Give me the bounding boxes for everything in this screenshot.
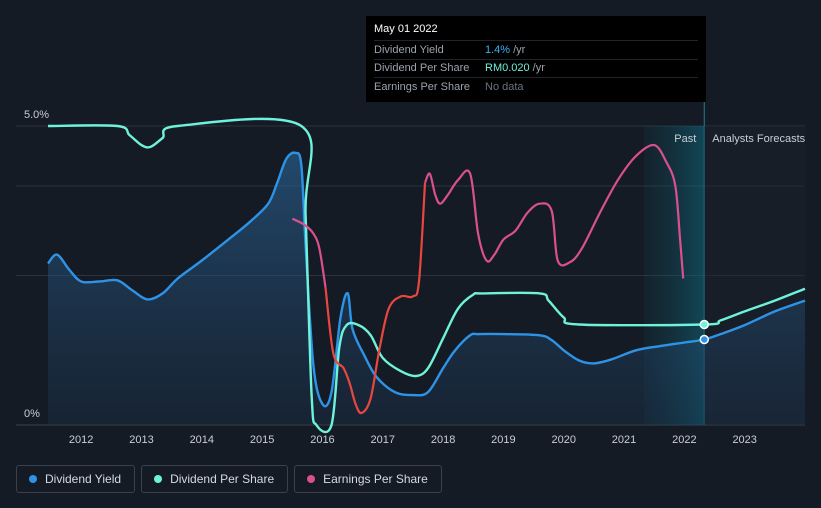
y-tick-label: 0% — [24, 408, 40, 420]
x-tick-label: 2021 — [612, 434, 636, 446]
tooltip-row-earnings-per-share: Earnings Per Share No data — [374, 77, 698, 96]
legend-label: Earnings Per Share — [323, 472, 428, 486]
x-tick-label: 2017 — [371, 434, 395, 446]
x-tick-label: 2022 — [672, 434, 696, 446]
tooltip-unit: /yr — [513, 43, 526, 56]
x-tick-label: 2023 — [732, 434, 756, 446]
series-line-dividend-per-share — [47, 117, 806, 434]
legend-dot-icon — [29, 475, 37, 483]
legend-dot-icon — [307, 475, 316, 483]
tooltip-value: 1.4% — [485, 43, 511, 56]
tooltip-label: Dividend Per Share — [374, 62, 470, 75]
x-tick-label: 2014 — [190, 434, 214, 446]
legend-dividend-yield[interactable]: Dividend Yield — [16, 465, 136, 493]
legend-label: Dividend Yield — [45, 472, 122, 486]
legend-earnings-per-share[interactable]: Earnings Per Share — [294, 465, 442, 493]
legend-dividend-per-share[interactable]: Dividend Per Share — [141, 465, 289, 493]
series-line-earnings-per-share — [423, 143, 685, 279]
tooltip-date: May 01 2022 — [374, 23, 438, 35]
chart-tooltip: May 01 2022 Dividend Yield 1.4% /yr Divi… — [366, 16, 706, 102]
today-marker-dividend-per-share — [699, 319, 710, 330]
tooltip-unit: /yr — [532, 62, 545, 75]
x-tick-label: 2016 — [310, 434, 334, 446]
past-label: Past — [674, 133, 696, 145]
series-line-earnings-per-share — [324, 182, 427, 415]
forecast-label: Analysts Forecasts — [712, 133, 805, 145]
tooltip-label: Earnings Per Share — [374, 80, 470, 93]
tooltip-row-dividend-per-share: Dividend Per Share RM0.020 /yr — [374, 58, 698, 78]
x-tick-label: 2018 — [431, 434, 455, 446]
tooltip-value: RM0.020 — [485, 62, 530, 75]
x-tick-label: 2012 — [69, 434, 93, 446]
y-tick-label: 5.0% — [24, 109, 49, 121]
x-tick-label: 2020 — [551, 434, 575, 446]
chart-legend: Dividend Yield Dividend Per Share Earnin… — [16, 465, 442, 493]
x-tick-label: 2019 — [491, 434, 515, 446]
tooltip-row-dividend-yield: Dividend Yield 1.4% /yr — [374, 40, 698, 59]
x-tick-label: 2013 — [129, 434, 153, 446]
legend-dot-icon — [154, 475, 163, 483]
series-area-dividend-yield — [48, 152, 805, 425]
legend-label: Dividend Per Share — [170, 472, 275, 486]
tooltip-label: Dividend Yield — [374, 43, 444, 56]
today-marker-dividend-yield — [699, 334, 710, 345]
x-tick-label: 2015 — [250, 434, 274, 446]
tooltip-value: No data — [485, 80, 524, 93]
series-line-earnings-per-share — [291, 217, 327, 288]
